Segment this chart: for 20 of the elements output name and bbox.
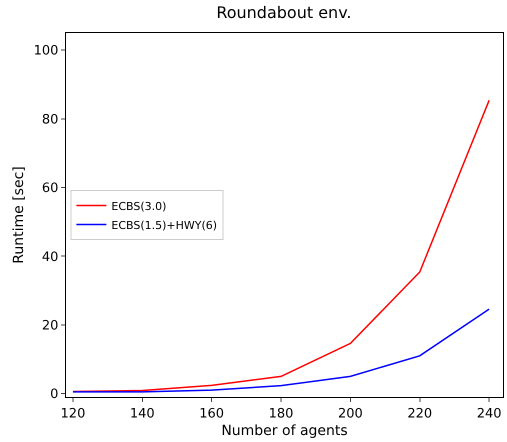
chart-title: Roundabout env. — [216, 2, 352, 22]
x-tick-label: 160 — [199, 406, 224, 422]
x-tick-label: 220 — [407, 406, 432, 422]
line-series — [72, 308, 490, 393]
y-axis-title: Runtime [sec] — [11, 166, 28, 264]
y-tick-label: 0 — [50, 387, 58, 402]
y-tick-label: 100 — [34, 44, 58, 59]
legend-label: ECBS(3.0) — [111, 200, 166, 213]
legend-label: ECBS(1.5)+HWY(6) — [111, 218, 218, 232]
y-tick-label: 60 — [42, 181, 58, 196]
x-tick-label: 240 — [476, 406, 502, 422]
y-tick-label: 20 — [42, 318, 58, 334]
y-tick-label: 40 — [42, 250, 58, 265]
line-series — [72, 100, 490, 392]
x-tick-label: 140 — [130, 406, 155, 422]
x-tick-label: 200 — [338, 406, 363, 422]
x-axis-title: Number of agents — [221, 422, 348, 439]
x-tick-label: 180 — [268, 406, 294, 422]
y-tick-label: 80 — [42, 112, 58, 128]
x-tick-label: 120 — [60, 406, 86, 422]
